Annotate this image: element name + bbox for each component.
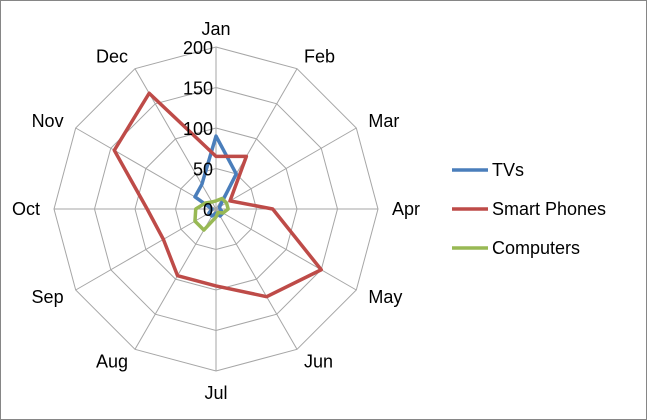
spoke-sep xyxy=(75,208,217,291)
radar-series xyxy=(112,91,323,299)
category-label-feb: Feb xyxy=(304,47,335,67)
category-labels: Jan Feb Mar Apr May Jun Jul Aug Sep Oct Nov Dec xyxy=(12,19,420,403)
category-label-mar: Mar xyxy=(368,111,399,131)
category-label-jun: Jun xyxy=(304,351,333,371)
category-label-aug: Aug xyxy=(96,351,128,371)
category-label-dec: Dec xyxy=(96,47,128,67)
radial-tick-labels: 0 50 100 150 200 xyxy=(183,38,213,220)
series-line-smart-phones xyxy=(112,91,323,299)
category-label-oct: Oct xyxy=(12,199,40,219)
category-label-nov: Nov xyxy=(32,111,64,131)
legend-label-computers: Computers xyxy=(492,238,580,258)
spoke-may xyxy=(215,208,357,291)
category-label-jul: Jul xyxy=(204,383,227,403)
spoke-aug xyxy=(134,208,217,350)
tick-label-50: 50 xyxy=(193,160,213,180)
chart-legend: TVs Smart Phones Computers xyxy=(452,160,606,258)
spoke-jun xyxy=(215,208,298,350)
radar-grid xyxy=(53,46,379,372)
category-label-sep: Sep xyxy=(32,287,64,307)
legend-label-smart-phones: Smart Phones xyxy=(492,199,606,219)
tick-label-150: 150 xyxy=(183,79,213,99)
spoke-mar xyxy=(215,127,357,210)
tick-label-200: 200 xyxy=(183,38,213,58)
category-label-jan: Jan xyxy=(201,19,230,39)
legend-label-tvs: TVs xyxy=(492,160,524,180)
series-line-computers xyxy=(193,196,230,232)
category-label-may: May xyxy=(368,287,402,307)
spoke-nov xyxy=(75,127,217,210)
category-label-apr: Apr xyxy=(392,199,420,219)
tick-label-0: 0 xyxy=(203,200,213,220)
tick-label-100: 100 xyxy=(183,119,213,139)
